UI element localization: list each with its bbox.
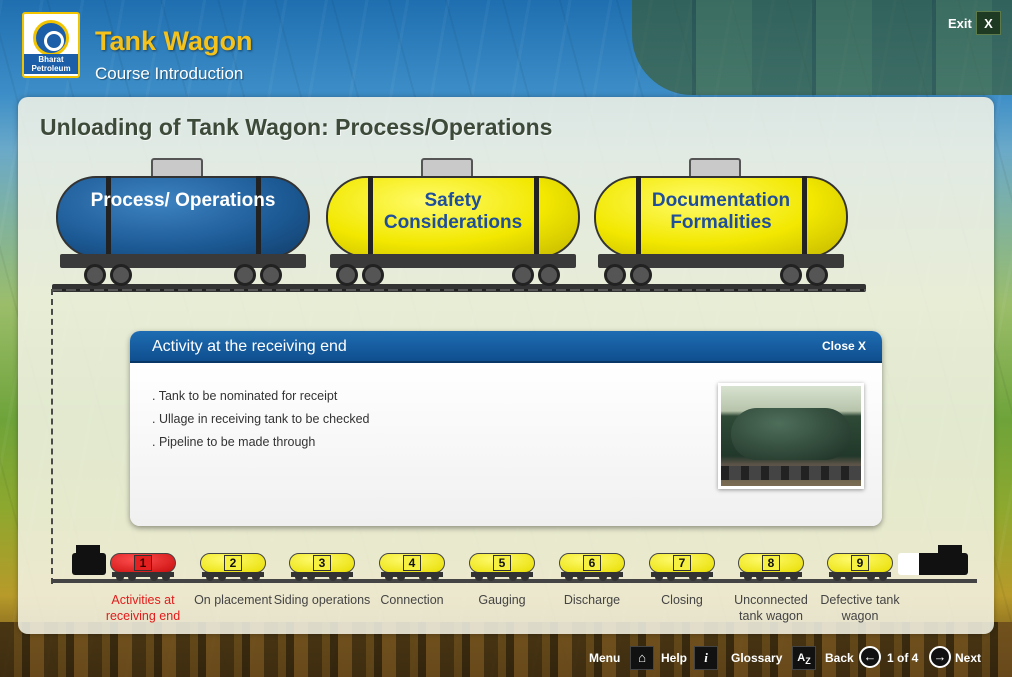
list-item: . Ullage in receiving tank to be checked	[152, 412, 370, 426]
step-number: 1	[134, 555, 152, 571]
step-label-5[interactable]: Gauging	[478, 593, 526, 607]
step-number: 2	[224, 555, 242, 571]
wagon-label: Process/ Operations	[90, 190, 276, 211]
step-label-1[interactable]: Activities at receiving end	[105, 593, 181, 623]
step-wagon-6[interactable]: 6	[559, 550, 625, 581]
step-wagon-3[interactable]: 3	[289, 550, 355, 581]
back-arrow-icon[interactable]: ←	[859, 646, 881, 668]
wagon-label: Safety Considerations	[383, 190, 523, 233]
step-wagon-1[interactable]: 1	[110, 550, 176, 581]
step-number: 5	[493, 555, 511, 571]
step-label-3[interactable]: Siding operations	[273, 593, 371, 607]
glossary-az-icon[interactable]: AZ	[792, 646, 816, 670]
popup-close-button[interactable]: Close X	[821, 339, 866, 353]
step-wagon-7[interactable]: 7	[649, 550, 715, 581]
step-number: 4	[403, 555, 421, 571]
next-arrow-icon[interactable]: →	[929, 646, 951, 668]
menu-link[interactable]: Menu	[589, 651, 621, 665]
step-number: 6	[583, 555, 601, 571]
popup-header: Activity at the receiving end Close X	[130, 331, 882, 363]
step-label-9[interactable]: Defective tank wagon	[820, 593, 900, 623]
company-logo: Bharat Petroleum	[22, 12, 80, 78]
popup-body: . Tank to be nominated for receipt . Ull…	[130, 365, 882, 526]
popup-title: Activity at the receiving end	[152, 338, 347, 355]
main-track	[52, 284, 866, 292]
locomotive-icon	[72, 545, 106, 579]
list-item: . Tank to be nominated for receipt	[152, 389, 338, 403]
locomotive-icon	[898, 545, 968, 579]
step-label-4[interactable]: Connection	[380, 593, 444, 607]
step-number: 8	[762, 555, 780, 571]
bullet-list: . Tank to be nominated for receipt . Ull…	[152, 385, 370, 454]
step-wagon-9[interactable]: 9	[827, 550, 893, 581]
step-wagon-8[interactable]: 8	[738, 550, 804, 581]
info-icon[interactable]: i	[694, 646, 718, 670]
step-label-8[interactable]: Unconnected tank wagon	[734, 593, 808, 623]
step-wagon-5[interactable]: 5	[469, 550, 535, 581]
tank-wagon-photo	[718, 383, 864, 489]
wagon-safety-considerations[interactable]: Safety Considerations	[326, 158, 580, 288]
step-number: 9	[851, 555, 869, 571]
activity-popup: Activity at the receiving end Close X . …	[130, 331, 882, 526]
track-connector	[51, 289, 53, 584]
step-wagon-4[interactable]: 4	[379, 550, 445, 581]
train-track	[52, 579, 977, 583]
exit-button[interactable]: X	[976, 11, 1001, 35]
step-number: 3	[313, 555, 331, 571]
wagon-documentation-formalities[interactable]: Documentation Formalities	[594, 158, 848, 288]
help-link[interactable]: Help	[661, 651, 688, 665]
next-link[interactable]: Next	[955, 651, 982, 665]
page-indicator: 1 of 4	[887, 651, 919, 665]
page-title: Unloading of Tank Wagon: Process/Operati…	[40, 114, 553, 140]
background-wagons	[632, 0, 1012, 95]
step-label-6[interactable]: Discharge	[563, 593, 621, 607]
exit-label[interactable]: Exit	[948, 16, 972, 31]
step-wagon-2[interactable]: 2	[200, 550, 266, 581]
logo-icon	[33, 20, 69, 56]
logo-text: Bharat Petroleum	[24, 54, 78, 74]
back-link[interactable]: Back	[825, 651, 854, 665]
app-subtitle: Course Introduction	[95, 64, 244, 83]
step-label-7[interactable]: Closing	[661, 593, 703, 607]
wagon-label: Documentation Formalities	[651, 190, 791, 233]
wagon-process-operations[interactable]: Process/ Operations	[56, 158, 310, 288]
glossary-link[interactable]: Glossary	[731, 651, 783, 665]
step-number: 7	[673, 555, 691, 571]
app-title: Tank Wagon	[95, 26, 253, 56]
step-label-2[interactable]: On placement	[194, 593, 272, 607]
home-icon[interactable]: ⌂	[630, 646, 654, 670]
list-item: . Pipeline to be made through	[152, 435, 316, 449]
